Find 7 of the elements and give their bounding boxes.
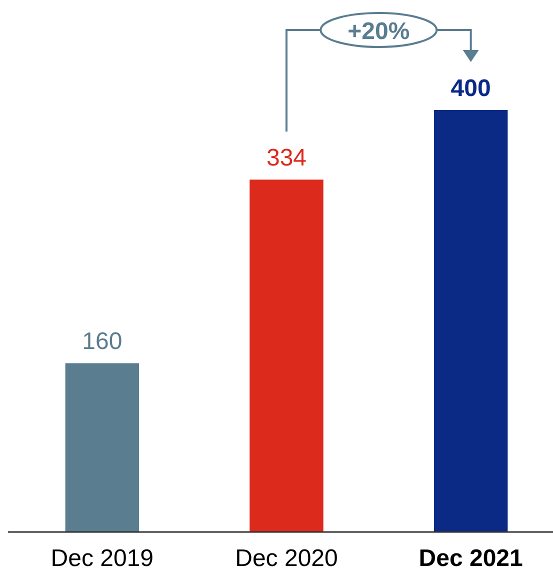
data-label: 334 bbox=[266, 144, 307, 172]
x-tick-label: Dec 2021 bbox=[418, 545, 523, 572]
data-label: 160 bbox=[82, 328, 122, 356]
x-tick-label: Dec 2020 bbox=[235, 545, 338, 572]
text: +20% bbox=[348, 18, 410, 45]
x-tick-label: Dec 2019 bbox=[50, 545, 154, 572]
data-label: 400 bbox=[450, 75, 491, 102]
